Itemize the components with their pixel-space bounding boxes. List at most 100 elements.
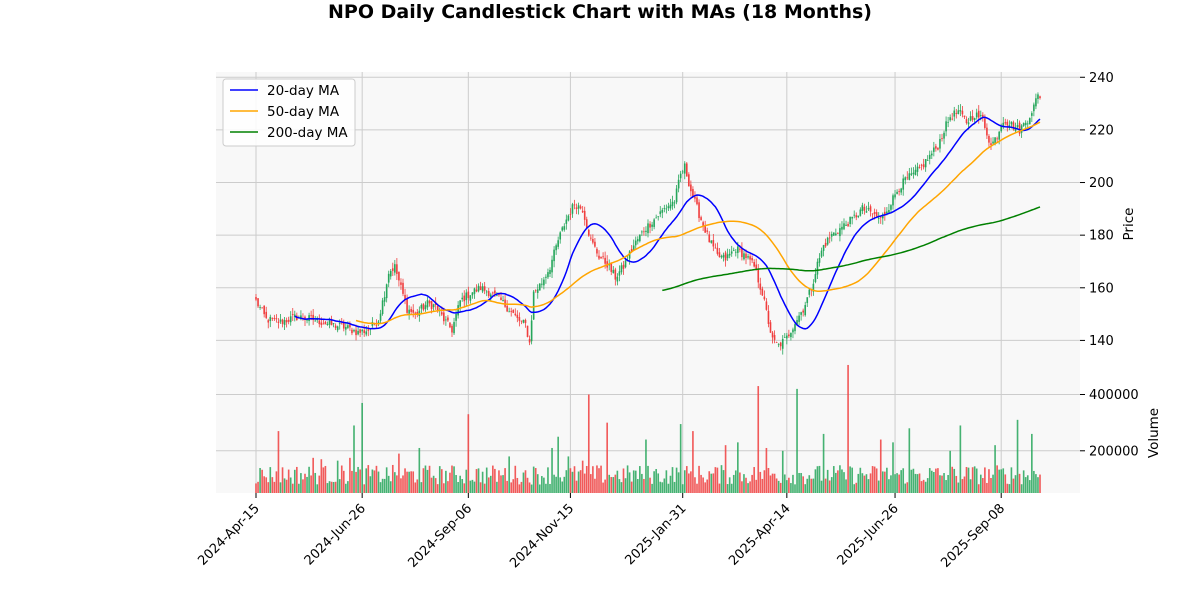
candle-body xyxy=(771,332,774,338)
candle-body xyxy=(943,132,945,139)
volume-bar xyxy=(1006,483,1009,493)
volume-bar xyxy=(1002,468,1005,493)
50-day-ma-line xyxy=(355,121,1041,325)
candle-body xyxy=(375,324,378,326)
candle-body xyxy=(745,253,747,258)
volume-bar xyxy=(661,482,664,493)
volume-bar xyxy=(312,457,314,493)
candle-body xyxy=(879,216,882,218)
x-tick-label: 2024-Apr-15 xyxy=(195,501,262,568)
candle-body xyxy=(465,292,468,301)
volume-bar xyxy=(532,466,535,493)
candle-body xyxy=(690,184,692,192)
volume-bar xyxy=(837,470,839,493)
candle-body xyxy=(518,317,521,321)
volume-bar xyxy=(279,482,282,493)
candle-body xyxy=(977,110,980,118)
volume-bar xyxy=(398,453,400,493)
candle-body xyxy=(963,115,966,118)
volume-bar xyxy=(412,471,415,493)
candle-body xyxy=(428,300,431,304)
volume-bar xyxy=(614,474,617,493)
x-tick-label: 2025-Apr-14 xyxy=(726,501,793,568)
volume-bar xyxy=(528,482,531,493)
volume-bar xyxy=(810,478,813,493)
volume-bar xyxy=(373,470,376,493)
candle-body xyxy=(520,320,523,322)
candle-body xyxy=(1010,121,1013,125)
candle-body xyxy=(487,291,490,297)
volume-bar xyxy=(894,474,896,493)
volume-bar xyxy=(798,472,800,493)
volume-bar xyxy=(581,460,584,493)
candle-body xyxy=(924,158,927,168)
candle-body xyxy=(945,121,947,132)
volume-bar xyxy=(353,425,355,493)
candle-body xyxy=(632,245,635,251)
volume-bar xyxy=(492,465,494,493)
volume-bar xyxy=(440,469,443,493)
volume-bar xyxy=(630,481,633,493)
volume-bar xyxy=(835,472,837,493)
candle-body xyxy=(812,283,815,292)
candle-body xyxy=(361,329,363,332)
candle-body xyxy=(500,297,502,301)
candle-body xyxy=(304,316,306,320)
chart-title: NPO Daily Candlestick Chart with MAs (18… xyxy=(328,1,872,23)
candle-body xyxy=(614,269,617,280)
volume-bar xyxy=(751,474,753,493)
candle-body xyxy=(514,313,517,316)
volume-bar xyxy=(988,469,990,493)
volume-bar xyxy=(404,468,406,493)
volume-bar xyxy=(310,475,312,493)
candle-body xyxy=(667,206,670,209)
volume-bar xyxy=(777,480,780,493)
candle-body xyxy=(459,300,461,307)
candle-body xyxy=(463,295,466,302)
volume-bar xyxy=(804,484,807,493)
volume-bar xyxy=(369,476,372,493)
candle-body xyxy=(451,325,453,333)
candle-body xyxy=(649,223,651,228)
volume-bar xyxy=(632,470,635,493)
volume-bar xyxy=(342,470,345,493)
x-tick-label: 2025-Sep-08 xyxy=(938,501,1008,571)
candle-body xyxy=(612,269,615,274)
volume-bar xyxy=(457,482,459,493)
candle-body xyxy=(469,295,472,301)
volume-bar xyxy=(455,475,457,493)
candle-body xyxy=(669,204,672,209)
candle-body xyxy=(826,237,829,245)
volume-bar xyxy=(447,481,449,493)
volume-bar xyxy=(267,482,270,493)
volume-bar xyxy=(881,471,884,493)
candle-body xyxy=(704,226,706,233)
candle-body xyxy=(306,319,308,321)
candle-body xyxy=(937,147,939,150)
candle-body xyxy=(416,312,419,315)
candle-body xyxy=(806,297,809,304)
candle-body xyxy=(585,219,588,228)
volume-bar xyxy=(377,471,380,493)
volume-bar xyxy=(759,471,762,493)
candle-body xyxy=(1002,122,1005,128)
volume-bar xyxy=(304,473,306,493)
candle-body xyxy=(389,270,392,277)
volume-bar xyxy=(763,470,766,493)
volume-bar xyxy=(1028,480,1031,493)
candle-body xyxy=(565,219,568,224)
volume-bar xyxy=(708,471,711,493)
candle-body xyxy=(969,116,972,121)
volume-bar xyxy=(577,471,580,493)
volume-bar xyxy=(871,466,874,493)
candle-body xyxy=(1022,123,1025,126)
candle-body xyxy=(628,251,631,259)
volume-bar xyxy=(467,414,470,493)
candle-body xyxy=(510,310,513,312)
candle-body xyxy=(798,315,800,322)
candle-body xyxy=(489,294,492,298)
candle-body xyxy=(996,138,998,140)
volume-bar xyxy=(841,469,843,493)
volume-bar xyxy=(400,478,402,493)
volume-bar xyxy=(375,465,378,493)
